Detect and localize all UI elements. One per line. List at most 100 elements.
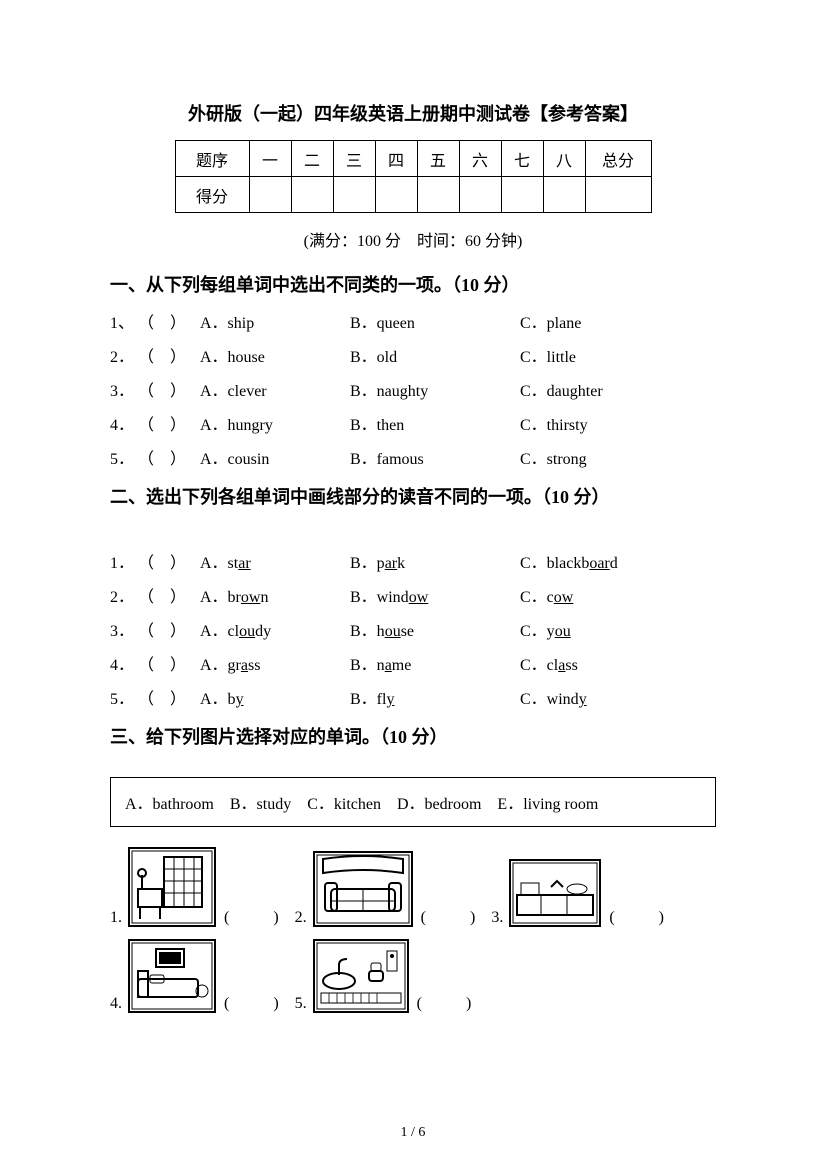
- th-label: 题序: [175, 141, 249, 177]
- pic-kitchen-icon: [509, 859, 601, 927]
- td-cell: [249, 177, 291, 213]
- question-row: 1．（ ）A．starB．parkC．blackboard: [110, 549, 716, 573]
- th-total: 总分: [585, 141, 651, 177]
- option-b: B．park: [350, 549, 520, 573]
- option-a: A．ship: [200, 309, 350, 333]
- option-a: A．brown: [200, 583, 350, 607]
- option-a: A．clever: [200, 377, 350, 401]
- page-title: 外研版（一起）四年级英语上册期中测试卷【参考答案】: [110, 100, 716, 126]
- q-num: 2．: [110, 343, 138, 367]
- th-col: 二: [291, 141, 333, 177]
- option-b: B．famous: [350, 445, 520, 469]
- option-a: A．star: [200, 549, 350, 573]
- q-num: 4．: [110, 411, 138, 435]
- th-col: 七: [501, 141, 543, 177]
- option-b: B．naughty: [350, 377, 520, 401]
- option-c: C．plane: [520, 309, 716, 333]
- answer-blank: （ ）: [138, 685, 200, 709]
- th-col: 一: [249, 141, 291, 177]
- option-b: B．name: [350, 651, 520, 675]
- question-row: 3．（ ）A．cleverB．naughtyC．daughter: [110, 377, 716, 401]
- td-cell: [585, 177, 651, 213]
- option-c: C．little: [520, 343, 716, 367]
- section-2-list: 1．（ ）A．starB．parkC．blackboard2．（ ）A．brow…: [110, 549, 716, 709]
- question-row: 2．（ ）A．brownB．windowC．cow: [110, 583, 716, 607]
- score-table: 题序 一 二 三 四 五 六 七 八 总分 得分: [175, 140, 652, 213]
- td-label: 得分: [175, 177, 249, 213]
- pic-num: 5.: [295, 995, 307, 1013]
- answer-blank: ( ): [421, 903, 480, 927]
- option-b: B．window: [350, 583, 520, 607]
- pic-num: 2.: [295, 909, 307, 927]
- th-col: 六: [459, 141, 501, 177]
- meta-info: (满分：100 分 时间：60 分钟): [110, 227, 716, 251]
- th-col: 八: [543, 141, 585, 177]
- option-c: C．daughter: [520, 377, 716, 401]
- pic-bathroom-icon: [313, 939, 409, 1013]
- question-row: 2．（ ）A．houseB．oldC．little: [110, 343, 716, 367]
- pic-bedroom-icon: [128, 939, 216, 1013]
- option-c: C．cow: [520, 583, 716, 607]
- pic-living-icon: [313, 851, 413, 927]
- wordbox: A．bathroom B．study C．kitchen D．bedroom E…: [110, 777, 716, 827]
- q-num: 1、: [110, 309, 138, 333]
- td-cell: [417, 177, 459, 213]
- option-a: A．cousin: [200, 445, 350, 469]
- q-num: 2．: [110, 583, 138, 607]
- pic-study-icon: [128, 847, 216, 927]
- td-cell: [375, 177, 417, 213]
- answer-blank: （ ）: [138, 343, 200, 367]
- option-c: C．you: [520, 617, 716, 641]
- answer-blank: ( ): [224, 903, 283, 927]
- pic-item: 3. ( ): [491, 859, 668, 927]
- option-b: B．then: [350, 411, 520, 435]
- answer-blank: ( ): [417, 989, 476, 1013]
- td-cell: [333, 177, 375, 213]
- question-row: 5．（ ）A．byB．flyC．windy: [110, 685, 716, 709]
- td-cell: [459, 177, 501, 213]
- th-col: 四: [375, 141, 417, 177]
- q-num: 5．: [110, 445, 138, 469]
- pic-num: 4.: [110, 995, 122, 1013]
- answer-blank: ( ): [609, 903, 668, 927]
- option-a: A．hungry: [200, 411, 350, 435]
- question-row: 4．（ ）A．grassB．nameC．class: [110, 651, 716, 675]
- pic-item: 2. ( ): [295, 851, 480, 927]
- answer-blank: （ ）: [138, 651, 200, 675]
- option-a: A．by: [200, 685, 350, 709]
- option-b: B．old: [350, 343, 520, 367]
- pic-item: 4. ( ): [110, 939, 283, 1013]
- section-1-list: 1、（ ）A．shipB．queenC．plane2．（ ）A．houseB．o…: [110, 309, 716, 469]
- question-row: 3．（ ）A．cloudyB．houseC．you: [110, 617, 716, 641]
- td-cell: [543, 177, 585, 213]
- td-cell: [291, 177, 333, 213]
- q-num: 4．: [110, 651, 138, 675]
- section-3-heading: 三、给下列图片选择对应的单词。（10 分）: [110, 723, 716, 749]
- answer-blank: （ ）: [138, 445, 200, 469]
- table-row: 得分: [175, 177, 651, 213]
- q-num: 3．: [110, 617, 138, 641]
- option-c: C．blackboard: [520, 549, 716, 573]
- section-3-pics: 1. ( ) 2. ( ) 3. ( ) 4. ( ) 5. ( ): [110, 847, 716, 1013]
- answer-blank: （ ）: [138, 549, 200, 573]
- answer-blank: ( ): [224, 989, 283, 1013]
- option-a: A．house: [200, 343, 350, 367]
- pic-item: 5. ( ): [295, 939, 476, 1013]
- option-b: B．queen: [350, 309, 520, 333]
- answer-blank: （ ）: [138, 617, 200, 641]
- section-2-heading: 二、选出下列各组单词中画线部分的读音不同的一项。（10 分）: [110, 483, 716, 509]
- pic-num: 3.: [491, 909, 503, 927]
- answer-blank: （ ）: [138, 583, 200, 607]
- option-c: C．class: [520, 651, 716, 675]
- option-c: C．windy: [520, 685, 716, 709]
- th-col: 五: [417, 141, 459, 177]
- option-c: C．strong: [520, 445, 716, 469]
- question-row: 1、（ ）A．shipB．queenC．plane: [110, 309, 716, 333]
- table-row: 题序 一 二 三 四 五 六 七 八 总分: [175, 141, 651, 177]
- pic-item: 1. ( ): [110, 847, 283, 927]
- section-1-heading: 一、从下列每组单词中选出不同类的一项。（10 分）: [110, 271, 716, 297]
- pic-num: 1.: [110, 909, 122, 927]
- q-num: 5．: [110, 685, 138, 709]
- option-b: B．house: [350, 617, 520, 641]
- page-number: 1 / 6: [0, 1125, 826, 1141]
